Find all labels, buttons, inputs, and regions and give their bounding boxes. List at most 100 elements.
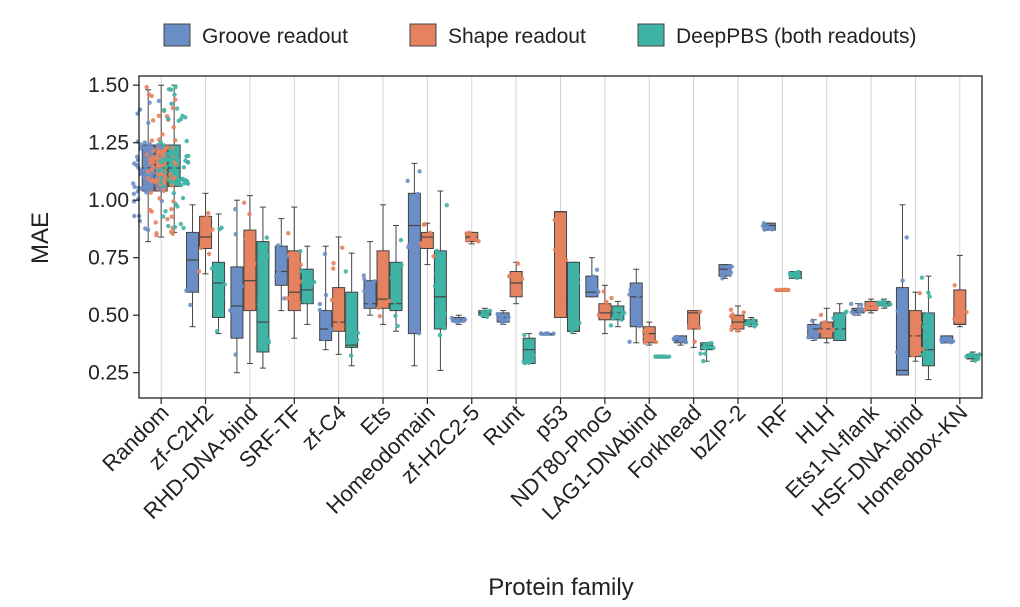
data-point <box>818 312 824 318</box>
data-point <box>746 319 752 325</box>
data-point <box>282 296 287 301</box>
box <box>376 250 390 309</box>
data-point <box>156 150 162 156</box>
data-point <box>330 266 336 271</box>
data-point <box>351 317 356 322</box>
data-point <box>888 302 893 307</box>
data-point <box>170 105 176 111</box>
y-tick-label: 1.00 <box>88 189 129 212</box>
data-point <box>774 287 779 293</box>
data-point <box>560 267 565 272</box>
data-point <box>865 302 870 307</box>
data-point <box>178 182 184 188</box>
data-point <box>637 323 642 329</box>
data-point <box>173 138 178 143</box>
data-point <box>694 320 699 325</box>
data-point <box>148 190 154 195</box>
data-point <box>298 249 303 254</box>
data-point <box>858 309 863 315</box>
data-point <box>416 330 422 336</box>
legend-swatch <box>409 23 437 47</box>
data-point <box>608 323 614 328</box>
data-point <box>148 178 153 183</box>
data-point <box>169 214 175 219</box>
data-point <box>871 303 876 309</box>
data-point <box>902 325 908 331</box>
data-point <box>246 301 251 306</box>
data-point <box>259 339 264 344</box>
data-point <box>141 185 147 191</box>
data-point <box>172 169 178 174</box>
data-point <box>169 101 174 106</box>
data-point <box>917 290 922 296</box>
data-point <box>266 339 272 345</box>
data-point <box>653 340 659 345</box>
data-point <box>506 273 512 279</box>
data-point <box>163 208 168 214</box>
points-layer <box>131 84 982 366</box>
data-point <box>143 159 149 164</box>
data-point <box>236 319 241 325</box>
data-point <box>515 285 520 290</box>
data-point <box>183 158 188 163</box>
data-point <box>280 261 285 266</box>
data-point <box>526 360 531 365</box>
data-point <box>726 264 731 270</box>
data-point <box>188 251 194 256</box>
data-point <box>711 345 716 351</box>
data-point <box>319 311 325 317</box>
data-point <box>355 330 361 336</box>
data-point <box>964 309 969 315</box>
data-point <box>627 339 632 344</box>
data-point <box>727 272 732 277</box>
data-point <box>523 355 529 361</box>
data-point <box>395 323 400 329</box>
data-point <box>964 354 969 359</box>
data-point <box>173 85 178 90</box>
data-point <box>383 250 389 256</box>
data-point <box>628 287 633 293</box>
data-point <box>561 297 566 302</box>
data-point <box>817 328 823 334</box>
data-point <box>627 292 632 297</box>
data-point <box>702 342 708 347</box>
data-point <box>372 279 377 284</box>
data-point <box>917 320 922 326</box>
data-point <box>591 274 596 279</box>
data-point <box>515 261 520 266</box>
y-tick-label: 1.50 <box>88 74 129 97</box>
data-point <box>276 252 282 257</box>
data-point <box>160 132 165 137</box>
data-point <box>518 276 523 281</box>
data-point <box>417 169 422 174</box>
box <box>319 310 333 342</box>
data-point <box>297 279 303 284</box>
data-point <box>150 118 156 123</box>
data-point <box>198 245 204 251</box>
data-point <box>900 278 905 283</box>
data-point <box>741 310 746 315</box>
data-point <box>145 175 150 181</box>
data-point <box>181 225 186 231</box>
data-point <box>132 213 137 219</box>
data-point <box>442 311 448 317</box>
data-point <box>252 261 257 266</box>
data-point <box>949 340 954 345</box>
data-point <box>331 260 336 266</box>
data-point <box>168 148 173 153</box>
data-point <box>607 306 612 311</box>
data-point <box>848 301 854 307</box>
data-point <box>675 335 680 341</box>
data-point <box>178 116 184 122</box>
data-point <box>837 316 843 322</box>
data-point <box>894 349 900 355</box>
data-point <box>191 268 196 274</box>
data-point <box>138 168 144 173</box>
data-point <box>902 301 908 306</box>
y-tick-label: 1.25 <box>88 132 129 155</box>
data-point <box>631 316 636 321</box>
data-point <box>251 243 256 248</box>
data-point <box>196 269 202 274</box>
